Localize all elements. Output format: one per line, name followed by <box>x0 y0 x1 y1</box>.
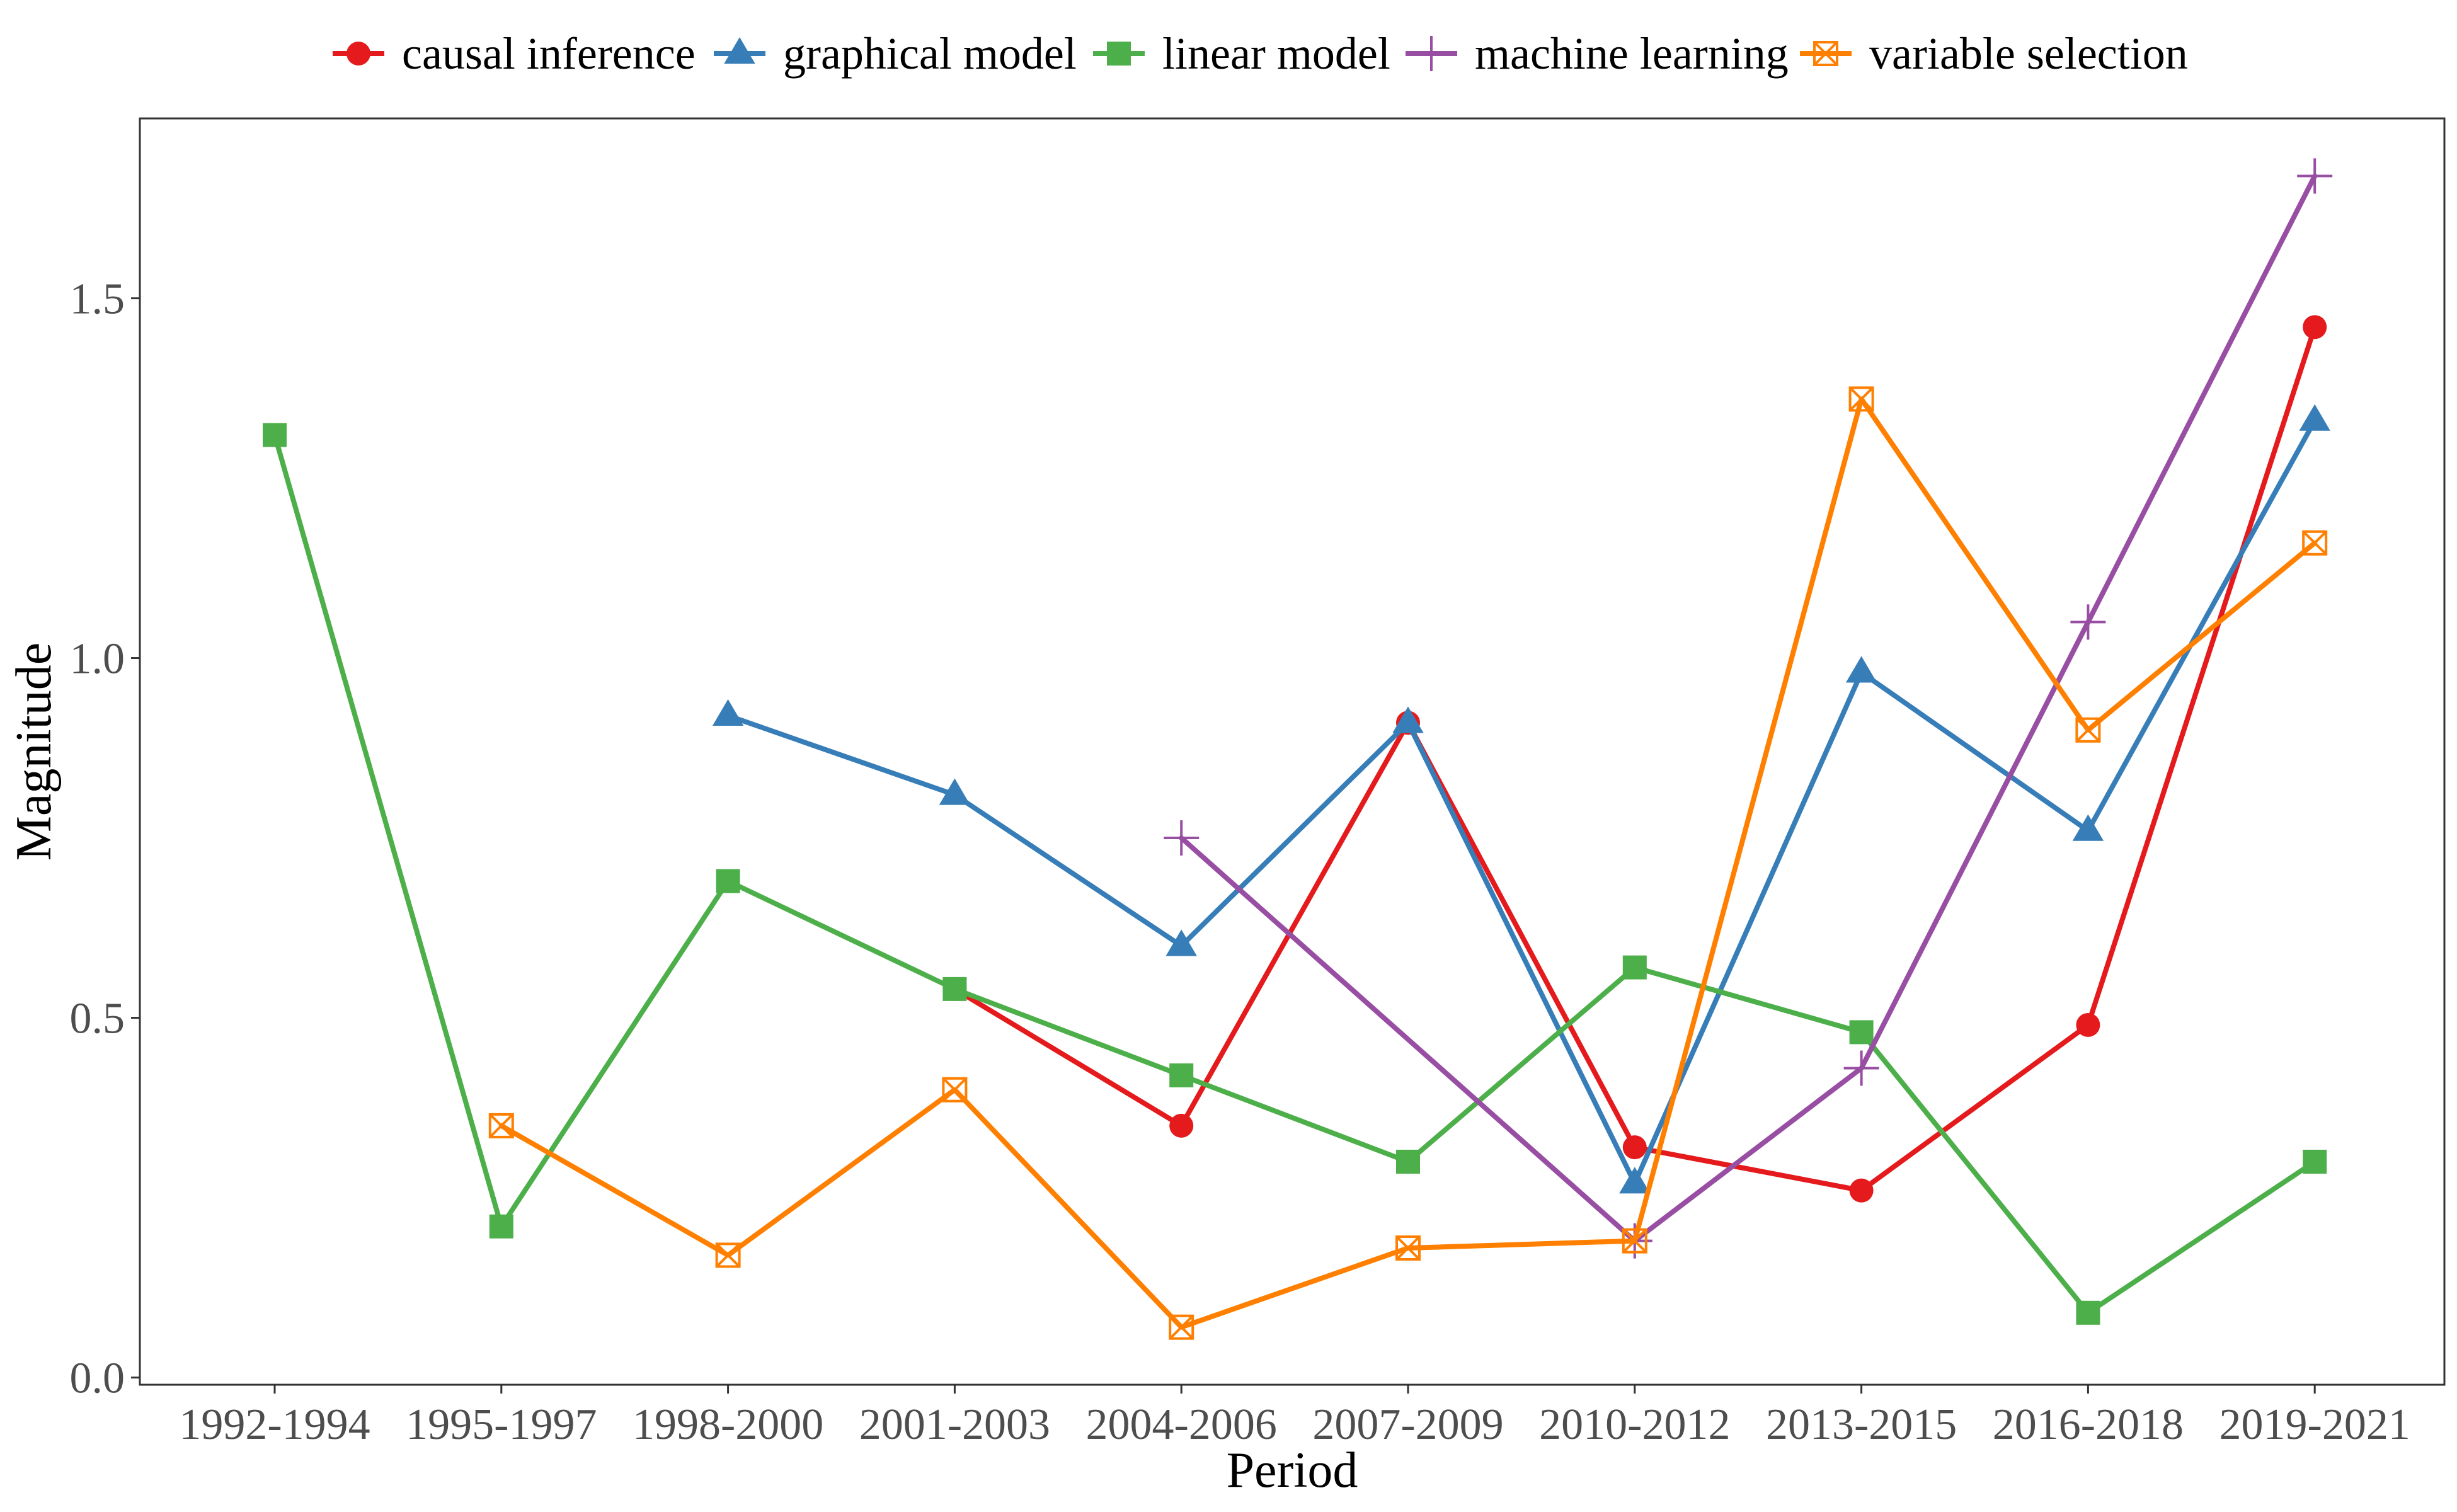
graphical-model-point <box>1845 656 1877 683</box>
legend-key-variable-selection-point <box>1813 41 1838 66</box>
y-tick-label: 1.0 <box>70 635 125 684</box>
linear-model-point <box>2076 1300 2100 1325</box>
variable-selection-point <box>488 1113 514 1138</box>
legend-item-linear-model: linear model <box>1093 28 1390 79</box>
x-tick-label: 2010-2012 <box>1539 1400 1730 1449</box>
legend-key-causal-inference-point <box>346 42 370 66</box>
legend-key-graphical-model-point <box>724 37 755 64</box>
legend-item-causal-inference: causal inference <box>333 28 696 79</box>
legend-label: linear model <box>1162 28 1390 79</box>
legend-label: causal inference <box>402 28 696 79</box>
linear-model-point <box>1849 1020 1874 1045</box>
legend-label: variable selection <box>1869 28 2188 79</box>
linear-model-point <box>489 1214 513 1239</box>
linear-model-point <box>2303 1149 2327 1174</box>
variable-selection-point <box>1169 1314 1194 1340</box>
y-axis: 0.0 0.5 1.0 1.5 <box>70 275 140 1403</box>
graphical-model-point <box>2072 814 2104 841</box>
variable-selection-point <box>2302 530 2328 556</box>
variable-selection-point <box>1622 1228 1647 1254</box>
series-line-linear-model <box>272 432 2318 1315</box>
linear-model-point <box>716 869 740 893</box>
machine-learning-point <box>2297 158 2333 194</box>
series-variable-selection <box>488 386 2328 1340</box>
causal-inference-point <box>1849 1178 1874 1203</box>
y-tick-label: 0.0 <box>70 1354 125 1403</box>
machine-learning-point <box>2070 604 2106 640</box>
legend-label: machine learning <box>1475 28 1789 79</box>
x-tick-label: 2001-2003 <box>859 1400 1050 1449</box>
y-tick-label: 0.5 <box>70 995 125 1043</box>
legend-item-machine-learning: machine learning <box>1406 28 1789 79</box>
graphical-model-point <box>2299 404 2330 431</box>
variable-selection-point <box>2075 717 2101 743</box>
x-tick-label: 1995-1997 <box>406 1400 597 1449</box>
graphical-model-point <box>1392 706 1424 733</box>
x-tick-label: 1998-2000 <box>633 1400 823 1449</box>
variable-selection-point <box>1848 386 1874 412</box>
legend-key-linear-model-point <box>1107 42 1131 66</box>
causal-inference-point <box>1169 1113 1194 1138</box>
graphical-model-point <box>1619 1167 1651 1194</box>
legend-label: graphical model <box>783 28 1077 79</box>
causal-inference-point <box>1622 1135 1647 1160</box>
y-axis-title: Magnitude <box>6 643 62 861</box>
graphical-model-point <box>712 699 744 726</box>
x-tick-label: 2007-2009 <box>1312 1400 1503 1449</box>
series-line-graphical-model <box>725 418 2318 1186</box>
x-axis: 1992-1994 1995-1997 1998-2000 2001-2003 2004… <box>179 1385 2410 1449</box>
x-tick-label: 2019-2021 <box>2219 1400 2410 1449</box>
causal-inference-point <box>2303 315 2327 340</box>
y-tick-label: 1.5 <box>70 275 125 324</box>
legend: causal inference graphical model linear mo… <box>333 28 2188 79</box>
series-machine-learning <box>1164 158 2333 1259</box>
legend-item-graphical-model: graphical model <box>714 28 1077 79</box>
linear-model-point <box>1622 955 1647 980</box>
series-graphical-model <box>712 404 2330 1194</box>
plot-frame <box>139 117 2446 1386</box>
causal-inference-point <box>2076 1012 2100 1037</box>
x-tick-label: 1992-1994 <box>179 1400 370 1449</box>
variable-selection-point <box>715 1242 741 1268</box>
legend-item-variable-selection: variable selection <box>1800 28 2188 79</box>
series-linear-model <box>263 423 2327 1325</box>
variable-selection-point <box>942 1077 968 1102</box>
linear-model-point <box>263 423 287 447</box>
legend-key-machine-learning-point <box>1414 36 1449 71</box>
machine-learning-point <box>1164 820 1200 856</box>
x-axis-title: Period <box>1227 1443 1358 1498</box>
series-layer <box>263 158 2333 1340</box>
variable-selection-point <box>1395 1235 1421 1261</box>
graphical-model-point <box>939 778 971 805</box>
machine-learning-point <box>1843 1050 1879 1086</box>
linear-model-point <box>1396 1149 1420 1174</box>
x-tick-label: 2013-2015 <box>1766 1400 1957 1449</box>
x-tick-label: 2004-2006 <box>1086 1400 1277 1449</box>
x-tick-label: 2016-2018 <box>1993 1400 2184 1449</box>
graphical-model-point <box>1166 929 1197 956</box>
linear-model-point <box>1169 1063 1194 1087</box>
linear-model-point <box>942 976 967 1001</box>
